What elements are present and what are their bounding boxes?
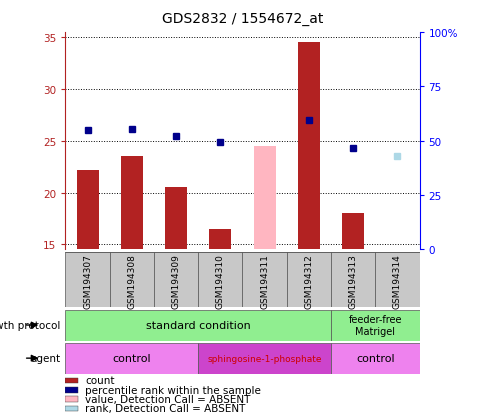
Text: GSM194314: GSM194314	[392, 254, 401, 308]
Bar	[121, 157, 143, 250]
Text: GDS2832 / 1554672_at: GDS2832 / 1554672_at	[162, 12, 322, 26]
Text: sphingosine-1-phosphate: sphingosine-1-phosphate	[207, 354, 321, 363]
Text: GSM194309: GSM194309	[171, 254, 180, 309]
Bar	[65, 377, 78, 383]
Text: rank, Detection Call = ABSENT: rank, Detection Call = ABSENT	[85, 404, 245, 413]
Text: feeder-free
Matrigel: feeder-free Matrigel	[348, 314, 401, 336]
Text: standard condition: standard condition	[146, 320, 250, 330]
Text: GSM194307: GSM194307	[83, 254, 92, 309]
Text: GSM194308: GSM194308	[127, 254, 136, 309]
Bar	[153, 252, 198, 308]
Text: GSM194310: GSM194310	[215, 254, 225, 309]
Bar	[297, 43, 319, 250]
Bar	[242, 252, 286, 308]
Bar	[65, 252, 109, 308]
Text: control: control	[355, 353, 394, 363]
Bar	[330, 310, 419, 341]
Text: value, Detection Call = ABSENT: value, Detection Call = ABSENT	[85, 394, 250, 404]
Text: control: control	[112, 353, 151, 363]
Bar	[76, 170, 98, 250]
Bar	[165, 188, 187, 250]
Bar	[65, 343, 198, 374]
Bar	[65, 310, 330, 341]
Text: growth protocol: growth protocol	[0, 320, 60, 330]
Text: agent: agent	[30, 353, 60, 363]
Bar	[330, 343, 419, 374]
Bar	[198, 343, 330, 374]
Text: GSM194312: GSM194312	[304, 254, 313, 308]
Bar	[198, 252, 242, 308]
Bar	[341, 214, 363, 250]
Bar	[209, 229, 231, 250]
Bar	[330, 252, 375, 308]
Bar	[253, 147, 275, 250]
Bar	[65, 406, 78, 411]
Bar	[65, 396, 78, 402]
Bar	[65, 387, 78, 392]
Text: count: count	[85, 375, 115, 385]
Text: GSM194311: GSM194311	[259, 254, 269, 309]
Bar	[109, 252, 153, 308]
Bar	[286, 252, 330, 308]
Text: GSM194313: GSM194313	[348, 254, 357, 309]
Bar	[375, 252, 419, 308]
Text: percentile rank within the sample: percentile rank within the sample	[85, 385, 261, 395]
